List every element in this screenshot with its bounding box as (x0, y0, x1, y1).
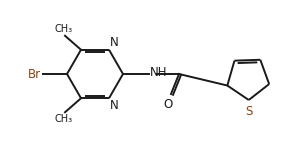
Text: S: S (245, 105, 252, 118)
Text: CH₃: CH₃ (55, 24, 73, 34)
Text: Br: Br (28, 68, 41, 81)
Text: NH: NH (150, 66, 167, 80)
Text: N: N (110, 36, 119, 49)
Text: CH₃: CH₃ (55, 114, 73, 124)
Text: N: N (110, 99, 119, 112)
Text: O: O (163, 98, 173, 111)
